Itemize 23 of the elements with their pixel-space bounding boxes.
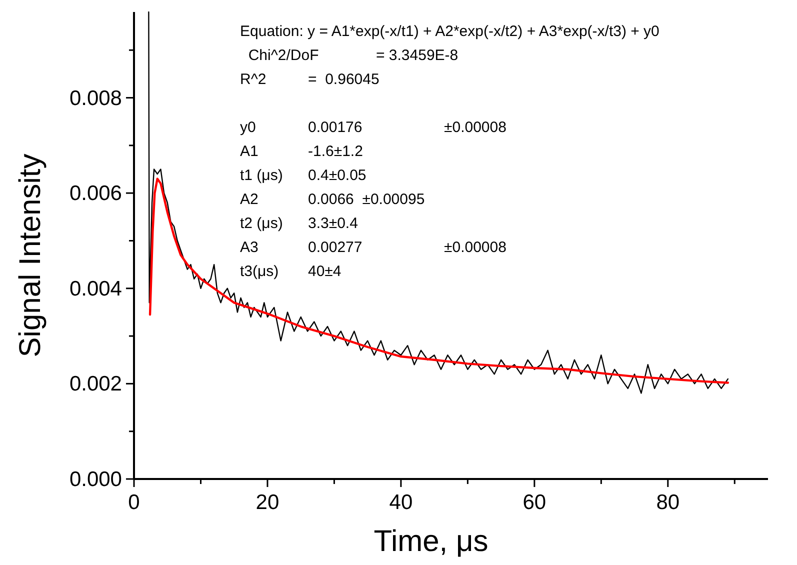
annotation: Equation: y = A1*exp(-x/t1) + A2*exp(-x/t2) + A3*exp(-x/t3) + y0 — [240, 23, 660, 40]
x-tick-label: 80 — [656, 491, 680, 514]
y-tick-label: 0.004 — [69, 277, 122, 300]
text: R^2 = 0.96045 — [240, 71, 380, 88]
x-tick-label: 60 — [522, 491, 546, 514]
y-tick-label: 0.002 — [69, 372, 122, 396]
x-tick-label: 40 — [389, 491, 413, 514]
text: Chi^2/DoF = 3.3459E-8 — [248, 47, 458, 64]
text: A2 0.0066 ±0.00095 — [240, 191, 425, 208]
x-tick-label: 0 — [128, 491, 140, 514]
x-axis-title: Time, μs — [374, 525, 488, 558]
text: t3(μs) 40±4 — [240, 263, 342, 280]
text: A1 -1.6±1.2 — [240, 143, 363, 160]
text: A3 0.00277 ±0.00008 — [240, 239, 506, 256]
y-tick-label: 0.008 — [69, 86, 122, 110]
text: y0 0.00176 ±0.00008 — [240, 119, 506, 136]
y-tick-label: 0.000 — [69, 468, 122, 491]
text: t2 (μs) 3.3±0.4 — [240, 215, 358, 232]
x-tick-label: 20 — [256, 491, 280, 514]
y-axis-title: Signal Intensity — [14, 154, 47, 358]
line-series — [148, 11, 729, 394]
y-tick-label: 0.006 — [69, 182, 122, 206]
text: t1 (μs) 0.4±0.05 — [240, 167, 366, 184]
